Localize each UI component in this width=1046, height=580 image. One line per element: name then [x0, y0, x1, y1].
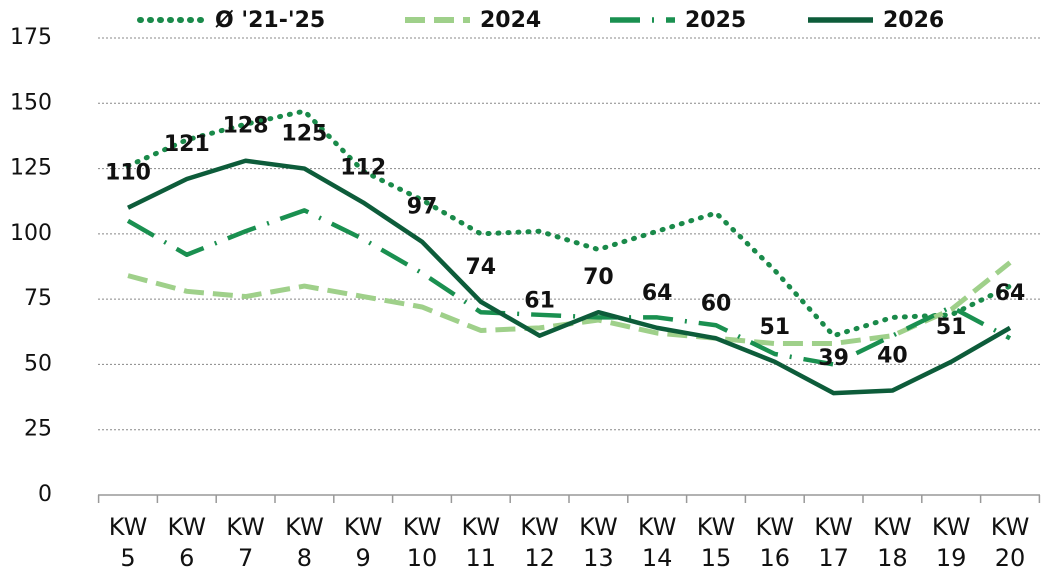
legend-label: 2024 [480, 8, 541, 33]
data-label: 74 [465, 255, 496, 280]
data-label: 64 [995, 281, 1026, 306]
line-series [126, 208, 1012, 367]
data-label: 51 [759, 315, 790, 340]
data-label: 97 [407, 195, 438, 220]
line-series [127, 260, 1012, 347]
y-tick-label: 125 [10, 156, 52, 181]
data-label: 112 [340, 156, 386, 181]
x-tick-label: KW 10 [402, 513, 442, 572]
y-tick-label: 175 [10, 25, 52, 50]
data-label: 51 [936, 315, 967, 340]
line-series [127, 158, 1012, 396]
data-label: 121 [164, 132, 210, 157]
x-tick-label: KW 13 [579, 513, 618, 572]
data-label: 40 [877, 344, 908, 369]
y-tick-label: 150 [10, 90, 52, 115]
data-label: 39 [818, 346, 849, 371]
y-tick-label: 25 [24, 417, 52, 442]
x-tick-label: KW 18 [873, 513, 912, 572]
x-tick-label: KW 9 [343, 513, 383, 572]
y-tick-label: 0 [38, 482, 52, 507]
data-label: 61 [524, 289, 555, 314]
x-tick-label: KW 16 [755, 513, 795, 572]
x-tick-label: KW 11 [461, 513, 501, 572]
x-tick-label: KW 7 [226, 513, 265, 572]
data-label: 110 [105, 161, 151, 186]
x-tick-label: KW 14 [637, 513, 677, 572]
data-label: 64 [642, 281, 673, 306]
legend-label: 2026 [883, 8, 944, 33]
data-label: 60 [701, 291, 732, 316]
x-tick-label: KW 17 [814, 513, 853, 572]
x-tick-label: KW 6 [167, 513, 207, 572]
x-tick-label: KW 15 [696, 513, 736, 572]
x-tick-label: KW 5 [108, 513, 148, 572]
data-label: 125 [281, 122, 327, 147]
legend-label: Ø '21-'25 [215, 8, 325, 33]
x-tick-label: KW 19 [931, 513, 971, 572]
line-series [125, 108, 1013, 339]
x-tick-label: KW 12 [520, 513, 559, 572]
x-tick-label: KW 20 [990, 513, 1030, 572]
y-tick-label: 50 [24, 351, 52, 376]
legend-label: 2025 [685, 8, 746, 33]
data-label: 70 [583, 265, 614, 290]
data-label: 128 [223, 114, 269, 139]
y-tick-label: 100 [10, 221, 52, 246]
x-tick-label: KW 8 [285, 513, 324, 572]
y-tick-label: 75 [24, 286, 52, 311]
